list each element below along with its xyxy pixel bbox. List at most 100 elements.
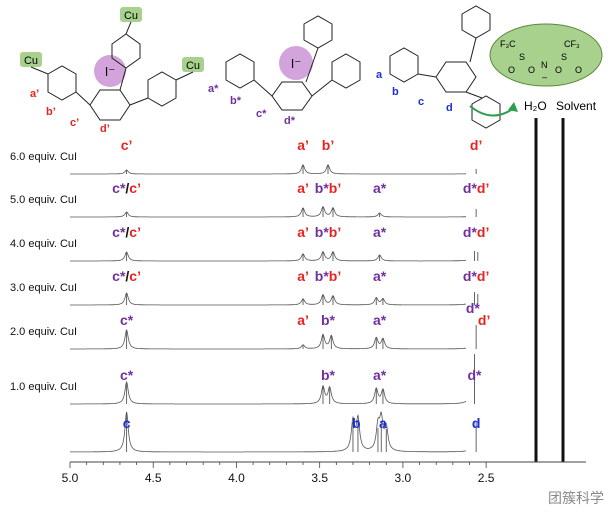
spectrum-trace: 2.0 equiv. CuI c* a’ b* a* d*d’ <box>10 300 490 350</box>
peak-label-part: d* <box>463 268 478 284</box>
peak-label: c*/c’ <box>112 180 141 196</box>
series-label: 1.0 equiv. CuI <box>10 381 77 393</box>
peak-label-part: d <box>472 415 481 431</box>
peak-label-part: c* <box>120 367 134 383</box>
peak-label-part: b* <box>321 367 336 383</box>
peak-label-part: c* <box>112 224 126 240</box>
cu-badge-top <box>120 7 142 22</box>
peak-label: b* <box>321 367 336 383</box>
peak-label-part: a’ <box>297 137 309 153</box>
peak-label-part: a’ <box>297 312 309 328</box>
series-label: 3.0 equiv. CuI <box>10 282 77 294</box>
cu-badge-right <box>182 57 204 72</box>
x-tick-label: 2.5 <box>478 471 495 485</box>
x-tick-label: 3.0 <box>395 471 412 485</box>
counterion-n: N <box>541 60 548 70</box>
structure-ligand: a b c d F₃C CF₃ S S N – O O O O <box>376 5 603 129</box>
peak-label-part: b* <box>315 224 330 240</box>
spectrum-trace: 1.0 equiv. CuI c* b* a* d* <box>10 354 482 405</box>
peak-label-part: / <box>125 268 129 284</box>
peak-label-part: a* <box>373 312 387 328</box>
peak-label: c’ <box>121 137 133 153</box>
counterion-s-left: S <box>519 52 525 62</box>
peak-label-part: b’ <box>322 137 334 153</box>
x-tick-label: 3.5 <box>311 471 328 485</box>
counterion-charge: – <box>542 72 547 82</box>
counterion-ntf2: F₃C CF₃ S S N – O O O O <box>489 23 603 87</box>
counterion-o-3: O <box>555 65 562 75</box>
spectrum-line <box>70 251 467 262</box>
peak-label-part: c <box>123 415 131 431</box>
cu-label-left: Cu <box>24 55 38 67</box>
peak-label: c*/c’ <box>112 268 141 284</box>
proton-label-a: a <box>376 69 383 81</box>
peak-label-part: a <box>379 415 387 431</box>
peak-label: c <box>123 415 131 431</box>
peak-label: b’ <box>322 137 334 153</box>
peak-label-part: c’ <box>129 180 141 196</box>
peak-label-part: c’ <box>121 137 133 153</box>
peak-label: c* <box>120 367 134 383</box>
series-label: 5.0 equiv. CuI <box>10 194 77 206</box>
peak-label: a <box>379 415 387 431</box>
spectrum-line <box>70 411 467 453</box>
spectrum-trace: 5.0 equiv. CuI c*/c’ a’ b*b’ a* d*d’ <box>10 180 489 218</box>
peak-label: d’ <box>470 137 482 153</box>
spectrum-line <box>70 329 467 350</box>
peak-label: b <box>352 415 361 431</box>
proton-label-b-star: b* <box>230 95 242 107</box>
peak-label-part: a’ <box>297 268 309 284</box>
spectrum-line <box>70 380 467 405</box>
peak-label-part: / <box>125 180 129 196</box>
peak-label-part: d’ <box>470 137 482 153</box>
cu-badge-left <box>20 52 42 67</box>
counterion-o-4: O <box>575 65 582 75</box>
solvent-label: Solvent <box>556 99 597 113</box>
peak-label-part: d’ <box>477 224 489 240</box>
proton-label-a-star: a* <box>208 83 219 95</box>
peak-label-part: d* <box>467 367 482 383</box>
peak-label-part: d’ <box>478 312 490 328</box>
peak-label: a* <box>373 224 387 240</box>
proton-label-a-prime: a’ <box>30 88 39 100</box>
peak-label-part: b’ <box>329 180 341 196</box>
x-axis: 5.0 4.5 4.0 3.5 3.0 2.5 <box>62 461 586 485</box>
peak-label-part: d’ <box>477 180 489 196</box>
iodide-label-2: I⁻ <box>291 56 301 71</box>
series-label: 2.0 equiv. CuI <box>10 326 77 338</box>
peak-label-part: d* <box>463 180 478 196</box>
iodide-label-1: I⁻ <box>105 64 115 79</box>
peak-label: d*d’ <box>463 268 489 284</box>
peak-label-part: c’ <box>129 224 141 240</box>
peak-label: c* <box>120 312 134 328</box>
peak-label-part: b <box>352 415 361 431</box>
peak-label: d* <box>467 367 482 383</box>
peak-label: d <box>472 415 481 431</box>
series-label: 4.0 equiv. CuI <box>10 238 77 250</box>
peak-label: a’ <box>297 180 309 196</box>
x-tick-label: 4.0 <box>228 471 245 485</box>
series-label: 6.0 equiv. CuI <box>10 151 77 163</box>
peak-label-part: a* <box>373 367 387 383</box>
spectrum-trace: 6.0 equiv. CuI c’ a’ b’ d’ <box>10 137 482 175</box>
peak-label: a’ <box>297 224 309 240</box>
peak-label: b*b’ <box>315 268 341 284</box>
peak-label-part: a* <box>373 268 387 284</box>
structure-complex-cu: Cu Cu Cu I⁻ a’ b’ c’ d’ <box>20 7 204 135</box>
proton-label-c-star: c* <box>256 108 267 120</box>
peak-label: b* <box>321 312 336 328</box>
peak-label-part: b* <box>315 268 330 284</box>
counterion-cf3-left: F₃C <box>500 39 516 49</box>
peak-label: b*b’ <box>315 224 341 240</box>
peak-label: a* <box>373 268 387 284</box>
peak-label: d*d’ <box>463 224 489 240</box>
counterion-ellipse <box>489 23 603 87</box>
counterion-s-right: S <box>561 52 567 62</box>
counterion-cf3-right: CF₃ <box>564 39 580 49</box>
peak-label: c*/c’ <box>112 224 141 240</box>
proton-label-b: b <box>392 86 399 98</box>
peak-label: d’ <box>478 312 490 328</box>
peak-label-part: b’ <box>329 268 341 284</box>
peak-label: a* <box>373 180 387 196</box>
